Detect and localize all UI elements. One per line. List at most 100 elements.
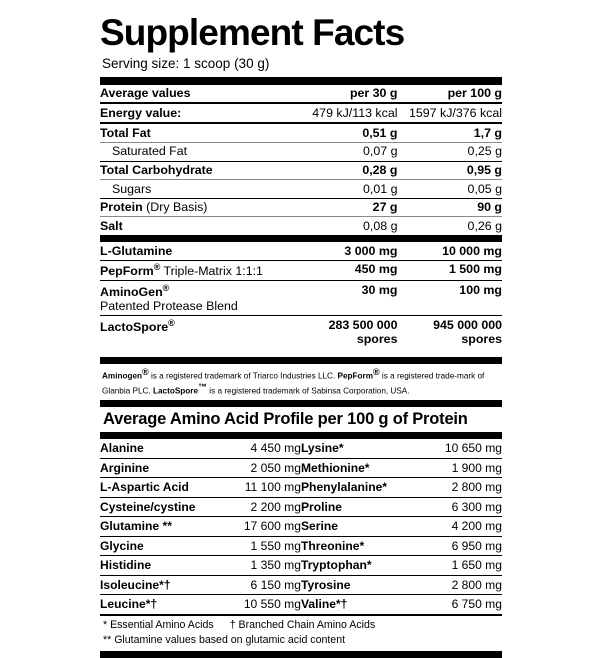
amino-name-cysteine-cystine: Cysteine/cystine: [100, 497, 207, 518]
pepform-qualifier: Triple-Matrix 1:1:1: [160, 264, 263, 279]
disclaimer-text-2: is a registered trade-mark of Glanbia PL…: [102, 371, 485, 396]
divider-above-amino-table: [100, 432, 502, 440]
row-label-total-fat: Total Fat: [100, 124, 289, 143]
divider-below-disclaimer: [100, 399, 502, 407]
disclaimer-aminogen: Aminogen: [102, 371, 143, 381]
row-value-energy-100g: 1597 kJ/376 kcal: [409, 105, 502, 120]
nutrition-header-row: Average values per 30 g per 100 g: [100, 84, 502, 105]
amino-value-phenylalanine: 2 800 mg: [407, 477, 502, 498]
amino-name-l-aspartic-acid: L-Aspartic Acid: [100, 477, 207, 498]
nutrition-table-macros: Total Fat 0,51 g 1,7 g Saturated Fat 0,0…: [100, 124, 502, 235]
table-row-total-carbohydrate: Total Carbohydrate 0,28 g 0,95 g: [100, 161, 502, 181]
amino-name-alanine: Alanine: [100, 439, 207, 459]
amino-name-isoleucine: Isoleucine*†: [100, 575, 207, 596]
amino-value-tyrosine: 2 800 mg: [407, 575, 502, 596]
spacer-before-disclaimer: [100, 348, 502, 357]
row-value-total-fat-100g: 1,7 g: [397, 124, 502, 143]
row-label-protein: Protein (Dry Basis): [100, 198, 289, 218]
row-value-total-carbohydrate-30g: 0,28 g: [288, 161, 398, 181]
registered-mark-icon: ®: [153, 262, 161, 273]
serving-size-label: Serving size: 1 scoop (30 g): [102, 56, 270, 71]
page-title: Supplement Facts: [100, 12, 405, 53]
amino-value-lysine: 10 650 mg: [407, 439, 502, 459]
nutrition-table: Average values per 30 g per 100 g Energy…: [100, 84, 502, 122]
amino-value-glycine: 1 550 mg: [206, 536, 301, 557]
row-label-lactospore: LactoSpore®: [100, 316, 289, 349]
amino-name-histidine: Histidine: [100, 555, 207, 576]
row-value-sugars-100g: 0,05 g: [397, 179, 502, 199]
registered-mark-icon: ®: [373, 366, 380, 377]
amino-value-tryptophan: 1 650 mg: [407, 555, 502, 576]
row-value-energy-30g: 479 kJ/113 kcal: [312, 105, 398, 120]
registered-mark-icon: ®: [168, 317, 175, 328]
pepform-text: PepForm: [100, 264, 154, 279]
row-label-l-glutamine: L-Glutamine: [100, 242, 289, 261]
table-row-protein: Protein (Dry Basis) 27 g 90 g: [100, 198, 502, 218]
row-value-protein-30g: 27 g: [288, 198, 398, 218]
table-row: Arginine 2 050 mg Methionine* 1 900 mg: [100, 458, 502, 479]
table-row: Histidine 1 350 mg Tryptophan* 1 650 mg: [100, 555, 502, 576]
row-value-l-glutamine-100g: 10 000 mg: [397, 242, 502, 261]
amino-name-glycine: Glycine: [100, 536, 207, 557]
amino-value-l-aspartic-acid: 11 100 mg: [206, 477, 301, 498]
amino-value-histidine: 1 350 mg: [206, 555, 301, 576]
amino-value-threonine: 6 950 mg: [407, 536, 502, 557]
lactospore-30g-unit: spores: [356, 332, 398, 347]
amino-name-lysine: Lysine*: [300, 439, 408, 459]
row-label-pepform: PepForm® Triple-Matrix 1:1:1: [100, 260, 289, 282]
amino-name-serine: Serine: [300, 516, 408, 537]
row-label-energy: Energy value:: [100, 105, 182, 120]
lactospore-text: LactoSpore: [100, 319, 169, 334]
row-value-pepform-30g: 450 mg: [288, 260, 398, 282]
protein-qualifier: (Dry Basis): [142, 200, 208, 215]
registered-mark-icon: ®: [142, 366, 149, 377]
amino-value-methionine: 1 900 mg: [407, 458, 502, 479]
divider-top-thick: [100, 76, 502, 85]
amino-name-glutamine: Glutamine **: [100, 516, 207, 537]
nutrition-col-per-serving: per 30 g: [288, 84, 398, 105]
amino-value-glutamine: 17 600 mg: [206, 516, 301, 537]
footnote-essential: * Essential Amino Acids: [103, 619, 214, 632]
row-value-salt-30g: 0,08 g: [363, 218, 398, 233]
row-value-pepform-100g: 1 500 mg: [397, 260, 502, 282]
registered-mark-icon: ®: [162, 282, 170, 293]
footnote-glutamine: ** Glutamine values based on glutamic ac…: [103, 634, 346, 647]
aminogen-subtitle: Patented Protease Blend: [100, 298, 238, 313]
table-row: Glycine 1 550 mg Threonine* 6 950 mg: [100, 536, 502, 557]
disclaimer-pepform: PepForm: [337, 371, 374, 381]
row-value-lactospore-100g: 945 000 000 spores: [397, 316, 502, 349]
table-row-total-fat: Total Fat 0,51 g 1,7 g: [100, 124, 502, 143]
row-value-aminogen-30g: 30 mg: [288, 280, 398, 317]
row-label-saturated-fat: Saturated Fat: [100, 142, 289, 162]
row-value-saturated-fat-100g: 0,25 g: [397, 142, 502, 162]
footnote-line-1: * Essential Amino Acids † Branched Chain …: [103, 618, 502, 633]
amino-name-threonine: Threonine*: [300, 536, 408, 557]
trademark-mark-icon: ™: [198, 382, 208, 393]
table-row-pepform: PepForm® Triple-Matrix 1:1:1 450 mg 1 50…: [100, 260, 502, 282]
row-value-total-carbohydrate-100g: 0,95 g: [397, 161, 502, 181]
row-value-saturated-fat-30g: 0,07 g: [288, 142, 398, 162]
table-row-salt: Salt 0,08 g 0,26 g: [100, 217, 502, 235]
trademark-disclaimer: Aminogen® is a registered trademark of T…: [100, 364, 502, 399]
divider-bottom: [100, 651, 502, 658]
table-row: L-Aspartic Acid 11 100 mg Phenylalanine*…: [100, 477, 502, 498]
supplement-facts-label: Supplement Facts Serving size: 1 scoop (…: [100, 0, 502, 658]
amino-name-leucine: Leucine*†: [100, 597, 158, 612]
protein-text: Protein: [100, 200, 143, 215]
amino-acid-table: Alanine 4 450 mg Lysine* 10 650 mg Argin…: [100, 439, 502, 614]
table-row-sugars: Sugars 0,01 g 0,05 g: [100, 179, 502, 199]
table-row: Glutamine ** 17 600 mg Serine 4 200 mg: [100, 516, 502, 537]
lactospore-30g-number: 283 500 000: [328, 317, 398, 332]
table-row: Isoleucine*† 6 150 mg Tyrosine 2 800 mg: [100, 575, 502, 596]
amino-name-proline: Proline: [300, 497, 408, 518]
amino-name-arginine: Arginine: [100, 458, 207, 479]
row-value-sugars-30g: 0,01 g: [288, 179, 398, 199]
disclaimer-lactospore: LactoSpore: [152, 386, 199, 396]
amino-name-phenylalanine: Phenylalanine*: [300, 477, 408, 498]
amino-value-leucine: 10 550 mg: [243, 597, 301, 612]
table-row-lactospore: LactoSpore® 283 500 000 spores 945 000 00…: [100, 316, 502, 349]
amino-name-tryptophan: Tryptophan*: [300, 555, 408, 576]
nutrition-col-per-100g: per 100 g: [397, 84, 502, 105]
disclaimer-text-3: is a registered trademark of Sabinsa Cor…: [207, 386, 410, 396]
table-row-aminogen: AminoGen® Patented Protease Blend 30 mg 1…: [100, 280, 502, 317]
